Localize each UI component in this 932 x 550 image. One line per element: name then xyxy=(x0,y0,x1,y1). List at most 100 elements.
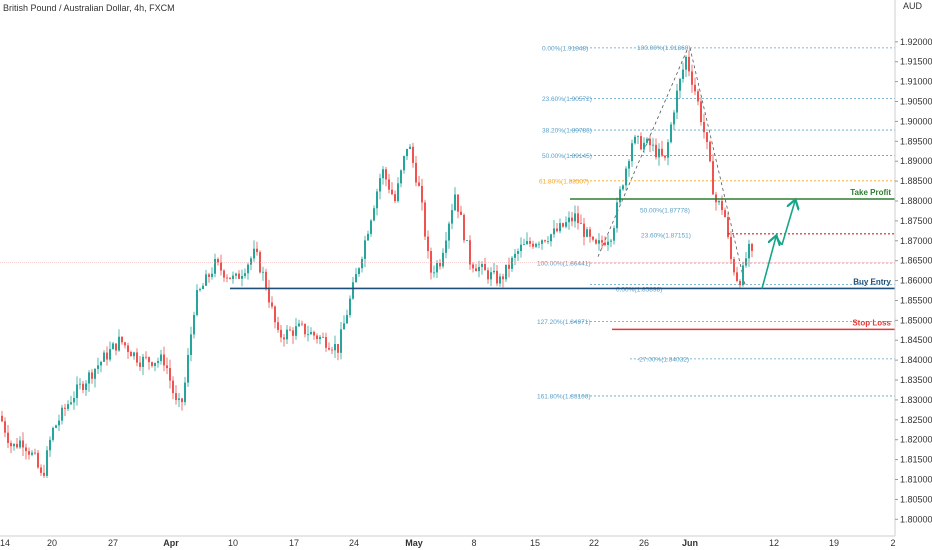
candle-body xyxy=(445,240,447,253)
candle-body xyxy=(691,71,693,85)
candle-body xyxy=(592,236,594,240)
candle-body xyxy=(190,334,192,355)
candle-body xyxy=(133,352,135,357)
candle-body xyxy=(706,132,708,142)
candle-body xyxy=(334,343,336,351)
candle-body xyxy=(337,343,339,353)
candle-body xyxy=(58,420,60,426)
overlays xyxy=(761,201,795,289)
candle-body xyxy=(694,84,696,92)
fib-trend-line xyxy=(597,47,689,257)
fib-level-label: 100.00%(1.86441) xyxy=(537,261,591,268)
y-tick-label: 1.88000 xyxy=(900,196,932,206)
chart-title: British Pound / Australian Dollar, 4h, F… xyxy=(3,3,175,13)
candle-body xyxy=(52,427,54,440)
candle-body xyxy=(265,271,267,288)
candle-body xyxy=(643,142,645,150)
fib-level-label: 0.00%(1.91848) xyxy=(542,45,588,52)
candle-body xyxy=(70,402,72,405)
fib-level-label: -27.00%(1.84032) xyxy=(637,356,689,363)
candle-body xyxy=(109,349,111,360)
candle-body xyxy=(421,185,423,203)
candle-body xyxy=(370,220,372,234)
candle-body xyxy=(115,343,117,351)
candle-body xyxy=(634,136,636,144)
candle-body xyxy=(700,101,702,123)
candle-body xyxy=(85,383,87,391)
candle-body xyxy=(658,148,660,158)
candle-body xyxy=(208,274,210,277)
candle-body xyxy=(241,276,243,279)
candle-body xyxy=(397,183,399,202)
candle-body xyxy=(403,156,405,171)
candle-body xyxy=(631,143,633,162)
x-tick-label: 26 xyxy=(639,538,649,548)
x-tick-label: 24 xyxy=(349,538,359,548)
candle-body xyxy=(283,337,285,340)
candle-body xyxy=(118,336,120,351)
candle-body xyxy=(535,243,537,247)
candle-body xyxy=(211,273,213,277)
candle-body xyxy=(736,272,738,281)
x-tick-label: 10 xyxy=(228,538,238,548)
y-tick-label: 1.84000 xyxy=(900,355,932,365)
candle-body xyxy=(139,362,141,367)
x-tick-label: 8 xyxy=(471,538,476,548)
candle-body xyxy=(646,138,648,143)
y-tick-label: 1.80500 xyxy=(900,494,932,504)
candle-body xyxy=(697,91,699,102)
candle-body xyxy=(727,217,729,238)
candle-body xyxy=(271,302,273,307)
candle-body xyxy=(430,251,432,273)
y-tick-label: 1.80000 xyxy=(900,514,932,524)
candle-body xyxy=(187,354,189,383)
fib-level-label: 50.00%(1.87778) xyxy=(640,207,690,214)
candle-body xyxy=(364,240,366,259)
candle-body xyxy=(22,440,24,448)
candle-body xyxy=(502,276,504,280)
candle-body xyxy=(40,467,42,473)
candle-body xyxy=(463,214,465,241)
candle-body xyxy=(511,257,513,269)
candle-body xyxy=(43,472,45,476)
fib-level-label: 23.60%(1.90572) xyxy=(542,96,592,103)
y-tick-label: 1.91500 xyxy=(900,57,932,67)
candle-body xyxy=(178,398,180,400)
candle-body xyxy=(550,234,552,242)
candle-body xyxy=(565,222,567,227)
candle-body xyxy=(670,124,672,143)
candle-body xyxy=(304,323,306,335)
candle-body xyxy=(352,282,354,299)
candle-body xyxy=(301,323,303,325)
candle-body xyxy=(247,264,249,274)
candle-body xyxy=(574,213,576,222)
candle-body xyxy=(523,244,525,245)
y-tick-label: 1.86500 xyxy=(900,256,932,266)
candle-body xyxy=(16,443,18,448)
candle-body xyxy=(427,236,429,252)
projection-arrow-dip xyxy=(775,236,783,246)
price-axis-bg xyxy=(895,0,932,550)
candle-body xyxy=(487,270,489,280)
candle-body xyxy=(400,170,402,184)
candle-body xyxy=(73,398,75,403)
candle-body xyxy=(433,272,435,274)
x-tick-label: 27 xyxy=(108,538,118,548)
candle-body xyxy=(196,290,198,315)
candle-body xyxy=(313,331,315,336)
price-axis: AUD 1.92000 1.91500 1.91000 1.90500 1.90000 1.… xyxy=(894,0,932,550)
buy_entry-label: Buy Entry xyxy=(853,277,891,286)
candle-body xyxy=(280,329,282,338)
projection-arrow-target xyxy=(781,201,795,246)
x-tick-label: 20 xyxy=(47,538,57,548)
candle-body xyxy=(748,243,750,259)
candle-body xyxy=(586,229,588,237)
time-axis: 14 20 27 Apr 10 17 24 May 8 15 22 26 Jun 12 19 2 xyxy=(0,535,896,548)
candle-body xyxy=(298,323,300,327)
candle-body xyxy=(349,298,351,316)
candle-body xyxy=(28,451,30,455)
fib-level-label: 50.00%(1.89145) xyxy=(542,153,592,160)
candle-body xyxy=(682,69,684,79)
candle-body xyxy=(595,239,597,244)
